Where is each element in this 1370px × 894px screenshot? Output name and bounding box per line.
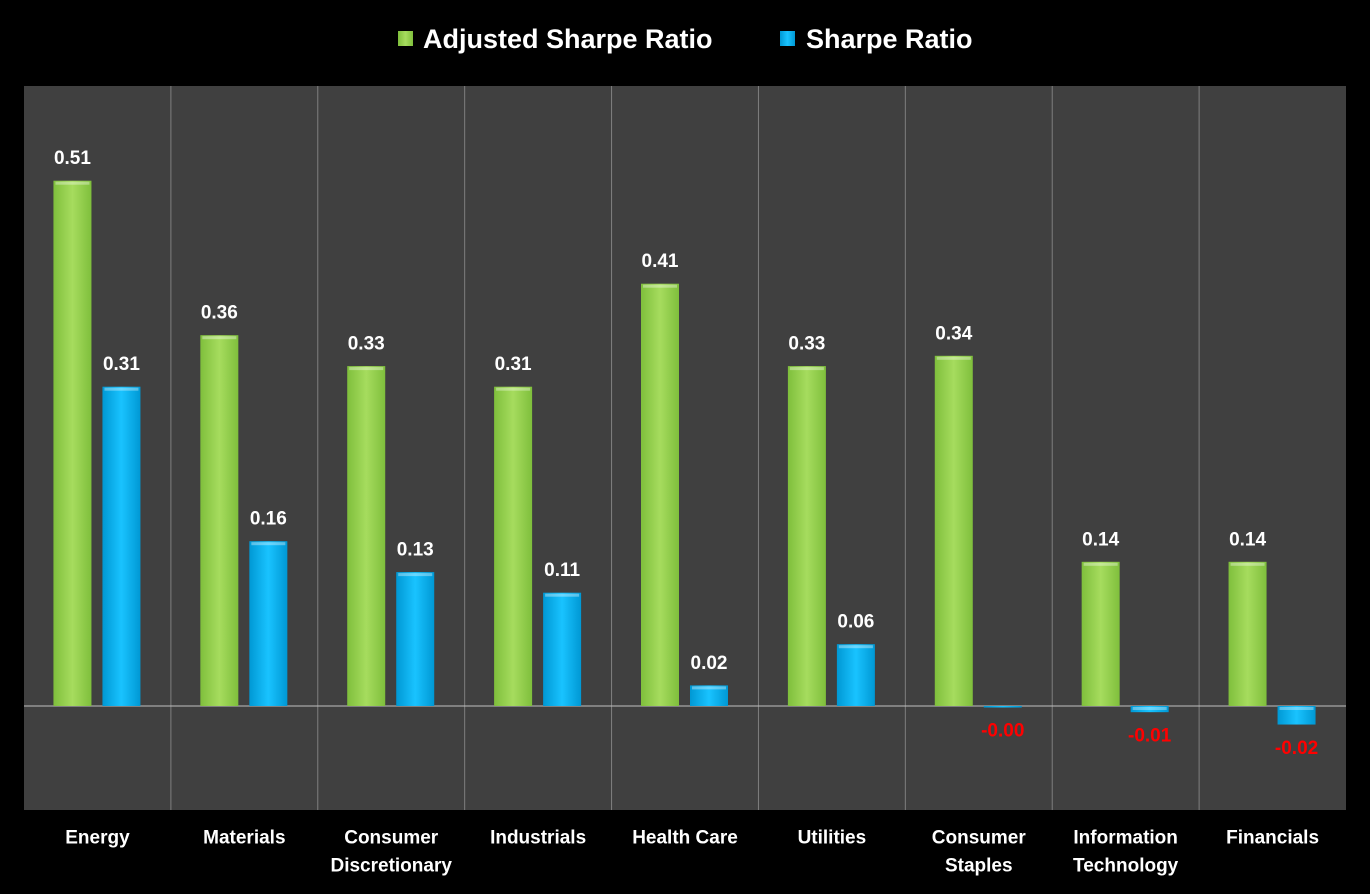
data-label-sharpe: 0.16	[250, 509, 287, 530]
legend-swatch-sharpe	[780, 31, 795, 46]
bar-sharpe	[249, 541, 288, 706]
category-label: Consumer	[932, 828, 1027, 849]
category-label: Energy	[65, 828, 130, 849]
data-label-sharpe: 0.02	[691, 653, 728, 674]
bar-bevel	[545, 593, 580, 597]
data-label-adjusted: 0.33	[788, 334, 825, 355]
data-labels: 0.51 0.31 0.36 0.16 0.33 0.13 0.31 0.11 0.41 0.02…	[54, 148, 1318, 759]
data-label-sharpe: 0.06	[837, 612, 874, 633]
legend: Adjusted Sharpe Ratio Sharpe Ratio	[398, 24, 973, 54]
bar-adjusted	[641, 283, 679, 706]
bar-bevel	[104, 387, 139, 391]
bar-sharpe	[690, 685, 728, 706]
bar-sharpe	[1130, 706, 1169, 713]
bar-bevel	[55, 181, 90, 185]
plot-area	[24, 86, 1346, 810]
bar-sharpe	[836, 644, 875, 706]
bar-adjusted	[200, 335, 239, 706]
bar-sharpe	[543, 592, 582, 706]
bar-bevel	[1230, 562, 1265, 566]
bar-adjusted	[934, 355, 973, 706]
bar-sharpe	[983, 706, 1022, 708]
data-label-adjusted: 0.14	[1229, 529, 1266, 550]
data-label-adjusted: 0.51	[54, 148, 91, 169]
bar-bevel	[838, 645, 873, 649]
bar-adjusted	[53, 180, 92, 706]
category-label: Technology	[1073, 856, 1179, 877]
bar-bevel	[251, 542, 286, 546]
data-label-sharpe: -0.00	[981, 721, 1024, 742]
data-label-adjusted: 0.33	[348, 334, 385, 355]
category-labels: Energy Materials Consumer Discretionary Indu…	[65, 828, 1319, 877]
data-label-adjusted: 0.34	[935, 323, 972, 344]
legend-label-sharpe: Sharpe Ratio	[806, 24, 973, 54]
data-label-adjusted: 0.36	[201, 303, 238, 324]
data-label-sharpe: 0.11	[544, 560, 580, 581]
data-label-sharpe: -0.02	[1275, 738, 1318, 759]
category-label: Financials	[1226, 828, 1319, 849]
category-label: Consumer	[344, 828, 439, 849]
bar-adjusted	[787, 366, 826, 706]
category-label: Staples	[945, 856, 1013, 877]
data-label-sharpe: -0.01	[1128, 726, 1172, 747]
category-label: Materials	[203, 828, 285, 849]
bar-bevel	[496, 387, 531, 391]
bar-bevel	[936, 356, 971, 360]
bar-adjusted	[1228, 561, 1267, 706]
bar-bevel	[398, 573, 433, 577]
category-label: Utilities	[798, 828, 867, 849]
category-label: Industrials	[490, 828, 586, 849]
data-label-adjusted: 0.41	[642, 251, 679, 272]
bar-bevel	[789, 367, 824, 371]
bar-bevel	[692, 686, 726, 690]
category-label: Discretionary	[330, 856, 452, 877]
data-label-sharpe: 0.31	[103, 354, 140, 375]
bar-bevel	[1132, 707, 1167, 710]
bar-adjusted	[1081, 561, 1120, 706]
bar-sharpe	[396, 572, 435, 706]
bar-bevel	[1083, 562, 1118, 566]
bar-bevel	[643, 284, 677, 288]
bar-bevel	[202, 336, 237, 340]
data-label-adjusted: 0.31	[495, 354, 532, 375]
category-label: Information	[1073, 828, 1178, 849]
category-label: Health Care	[632, 828, 738, 849]
bar-adjusted	[347, 366, 386, 706]
bar-sharpe	[1277, 706, 1316, 725]
category-separators	[170, 86, 1200, 810]
legend-label-adjusted: Adjusted Sharpe Ratio	[423, 24, 713, 54]
bar-sharpe	[102, 386, 141, 706]
bars	[53, 180, 1316, 725]
bar-bevel	[349, 367, 384, 371]
data-label-adjusted: 0.14	[1082, 529, 1119, 550]
data-label-sharpe: 0.13	[397, 540, 434, 561]
bar-adjusted	[494, 386, 533, 706]
bar-bevel	[1279, 707, 1314, 710]
legend-swatch-adjusted	[398, 31, 413, 46]
